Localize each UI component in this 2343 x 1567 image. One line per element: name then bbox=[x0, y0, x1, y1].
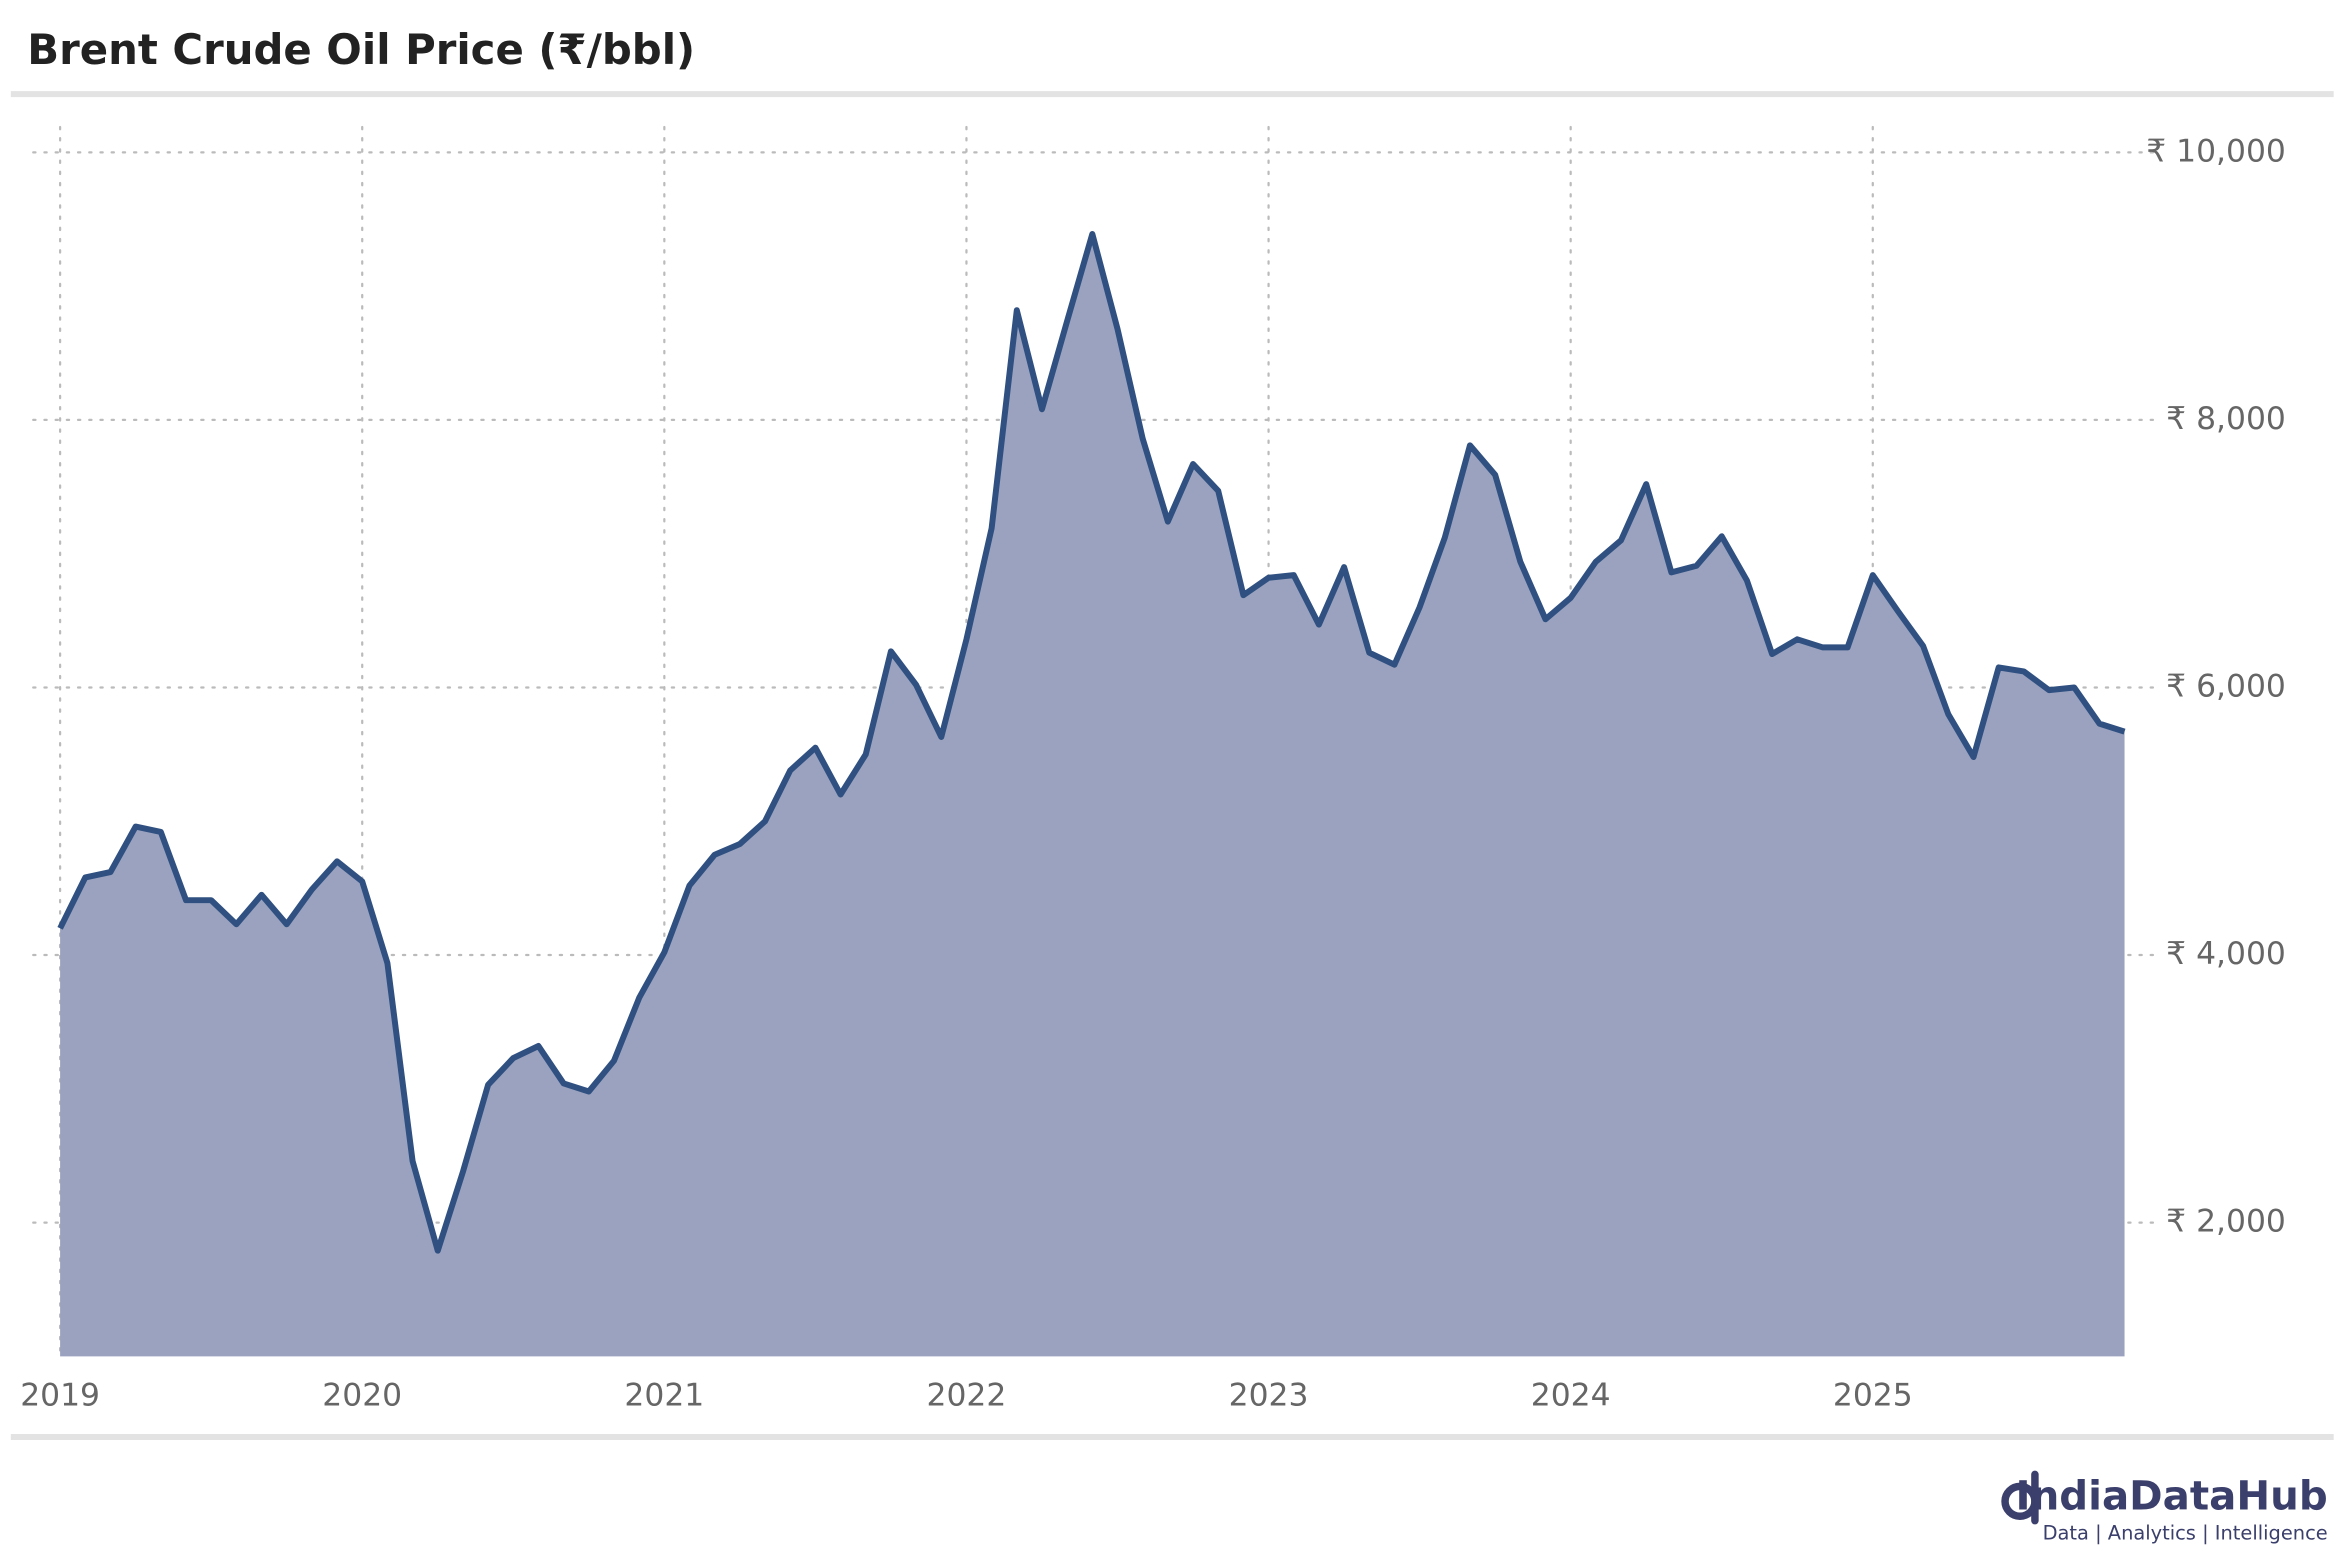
y-tick-label: ₹ 2,000 bbox=[2166, 1204, 2286, 1240]
brand-name: IndiaDataHub bbox=[2016, 1472, 2328, 1519]
x-tick-label: 2021 bbox=[624, 1378, 704, 1414]
x-tick-label: 2019 bbox=[20, 1378, 100, 1414]
x-tick-label: 2022 bbox=[927, 1378, 1007, 1414]
logo-icon bbox=[2001, 1470, 2039, 1525]
chart-title: Brent Crude Oil Price (₹/bbl) bbox=[27, 25, 695, 74]
y-tick-label: ₹ 4,000 bbox=[2166, 936, 2286, 972]
area bbox=[60, 233, 2125, 1357]
x-tick-label: 2020 bbox=[322, 1378, 402, 1414]
y-tick-label: ₹ 8,000 bbox=[2166, 401, 2286, 437]
y-tick-label: ₹ 10,000 bbox=[2146, 133, 2286, 169]
x-tick-label: 2023 bbox=[1229, 1378, 1309, 1414]
brand-tagline: Data | Analytics | Intelligence bbox=[2043, 1522, 2328, 1545]
line bbox=[57, 230, 2126, 1254]
x-tick-label: 2025 bbox=[1833, 1378, 1913, 1414]
x-tick-label: 2024 bbox=[1531, 1378, 1611, 1414]
y-tick-label: ₹ 6,000 bbox=[2166, 668, 2286, 704]
